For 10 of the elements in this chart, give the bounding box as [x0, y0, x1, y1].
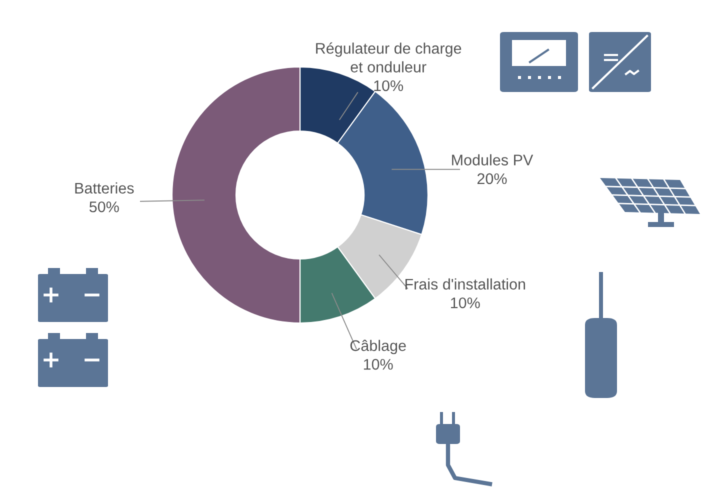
data-label: 10% — [364, 358, 393, 370]
slice-label: Régulateur de charge et onduleur — [316, 42, 462, 72]
slice-label: Frais d'installation — [405, 278, 526, 290]
slice-label: Batteries — [75, 182, 134, 194]
data-label: 10% — [374, 80, 404, 92]
slice-label: Modules PV — [452, 154, 534, 166]
data-label: 20% — [477, 173, 507, 184]
data-label: 10% — [450, 297, 480, 308]
slice-label: Câblage — [350, 340, 406, 354]
data-label: 50% — [89, 201, 119, 212]
